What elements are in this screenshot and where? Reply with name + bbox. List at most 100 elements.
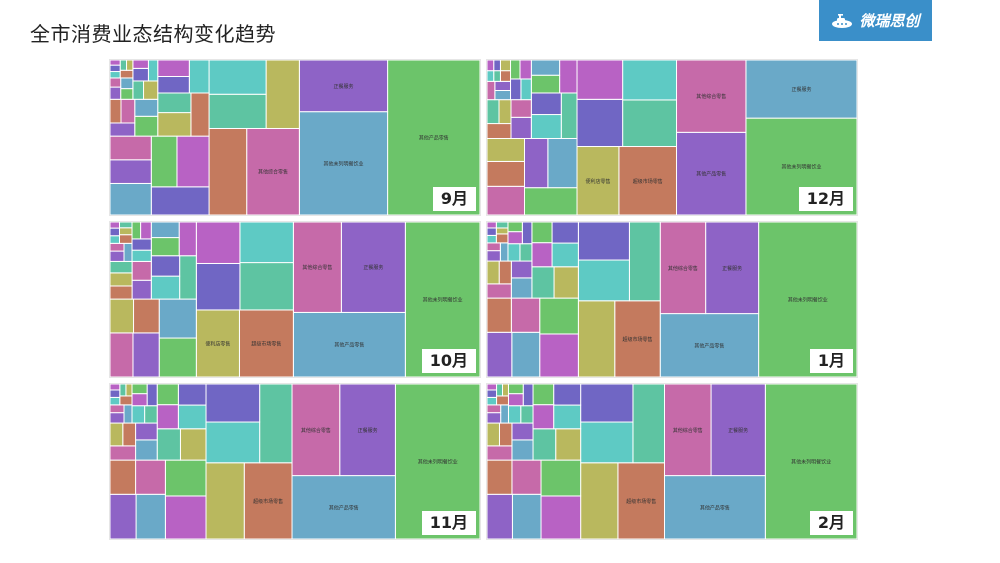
treemap-cell <box>243 462 293 539</box>
treemap-cell-label: 其他未列明餐饮业 <box>323 160 363 167</box>
treemap-cell <box>157 112 192 137</box>
treemap-cell <box>110 98 122 124</box>
treemap-cell <box>110 396 121 406</box>
treemap-cell-label: 其他综合零售 <box>258 169 288 176</box>
treemap-cell <box>487 422 500 447</box>
treemap-cell <box>205 384 261 423</box>
treemap-cell <box>511 439 534 461</box>
treemap-cell <box>291 384 341 477</box>
treemap-cell <box>208 93 267 129</box>
treemap-cell <box>580 421 634 464</box>
treemap-cell <box>195 222 241 264</box>
treemap-cell <box>622 99 678 148</box>
treemap-cell <box>150 275 181 300</box>
treemap-cell <box>298 60 389 113</box>
treemap-cell <box>580 462 619 539</box>
treemap-cell <box>131 405 146 424</box>
treemap-cell <box>494 80 512 92</box>
treemap-cell <box>110 384 121 391</box>
treemap-cell <box>110 182 152 215</box>
treemap-cell <box>110 71 121 79</box>
treemap-cell <box>510 297 541 333</box>
month-label: 9月 <box>432 187 476 211</box>
treemap-cell-label: 其他产品零售 <box>700 504 730 511</box>
treemap-cell <box>110 272 133 287</box>
treemap-cell <box>144 405 158 424</box>
treemap-cell <box>239 262 294 311</box>
treemap-cell <box>177 404 207 430</box>
treemap-cell <box>132 60 149 69</box>
treemap-cell <box>487 384 498 391</box>
treemap-cell <box>110 250 125 262</box>
treemap-cell <box>110 227 120 237</box>
treemap-cell <box>659 313 760 377</box>
treemap-cell <box>119 60 128 71</box>
treemap-cell <box>498 99 512 125</box>
treemap-cell-label: 其他综合零售 <box>668 265 698 272</box>
treemap-cell <box>540 459 582 497</box>
treemap-cell <box>487 137 526 162</box>
treemap-cell <box>110 459 137 495</box>
treemap-cell-label: 其他未列明餐饮业 <box>788 297 828 304</box>
treemap-cell <box>498 422 513 447</box>
treemap-cell <box>177 384 207 406</box>
treemap-cell <box>134 115 159 137</box>
treemap-cell <box>122 422 137 447</box>
treemap-cell <box>710 384 766 477</box>
treemap-cell <box>487 80 496 101</box>
treemap-cell-label: 其他综合零售 <box>301 427 331 434</box>
treemap-cell <box>291 475 396 539</box>
treemap-cell-label: 其他产品零售 <box>419 135 449 142</box>
treemap-cell <box>157 75 190 94</box>
treemap-cell <box>156 404 179 430</box>
treemap-cell <box>164 495 207 539</box>
treemap-cell-label: 正餐服务 <box>791 86 811 93</box>
treemap-panel-jan: 其他未列明餐饮业 其他产品零售 正餐服务 其他综合零售 超级市场零售 1月 <box>486 221 858 378</box>
treemap-cell <box>126 60 134 71</box>
treemap-cell-label: 便利店零售 <box>205 340 230 347</box>
treemap-cell <box>205 462 245 539</box>
treemap-cell <box>551 222 579 244</box>
treemap-cell-label: 其他产品零售 <box>334 342 364 349</box>
treemap-cell <box>131 260 152 281</box>
treemap-cell <box>531 266 555 299</box>
treemap-cell <box>135 422 158 441</box>
treemap-cell <box>487 234 497 244</box>
treemap-cell <box>530 60 561 76</box>
treemap-cell <box>510 260 533 279</box>
treemap-cell <box>131 384 148 395</box>
treemap-cell <box>150 186 210 215</box>
treemap-cell <box>553 384 582 406</box>
treemap-cell <box>622 60 678 101</box>
treemap-cell <box>110 77 122 88</box>
treemap-cell <box>676 131 747 215</box>
treemap-cell <box>500 404 509 424</box>
treemap-cell <box>118 227 133 236</box>
treemap-cell-label: 其他综合零售 <box>673 427 703 434</box>
treemap-cell <box>340 222 406 313</box>
treemap-cell <box>502 384 509 397</box>
treemap-cell <box>119 395 133 406</box>
treemap-cell <box>577 222 630 261</box>
treemap-cell-label: 超级市场零售 <box>251 340 281 347</box>
treemap-cell <box>487 389 498 398</box>
treemap-cell <box>132 80 145 100</box>
treemap-cell <box>628 222 661 302</box>
treemap-cell <box>110 64 121 73</box>
treemap-cell <box>511 331 541 377</box>
treemap-cell <box>511 493 542 539</box>
treemap-cell <box>487 242 501 252</box>
treemap-cell <box>539 333 579 377</box>
treemap-cell <box>507 243 521 262</box>
treemap-cell <box>553 266 579 299</box>
treemap-cell <box>507 405 522 424</box>
treemap-cell <box>487 445 513 461</box>
month-label: 12月 <box>798 187 853 211</box>
treemap-cell <box>520 78 532 101</box>
treemap-cell <box>520 405 534 424</box>
treemap-cell <box>150 237 180 257</box>
treemap-cell <box>156 428 181 461</box>
treemap-cell <box>487 60 495 72</box>
treemap-panel-sep: 其他产品零售 其他未列明餐饮业 正餐服务 其他综合零售 9月 <box>109 59 481 216</box>
